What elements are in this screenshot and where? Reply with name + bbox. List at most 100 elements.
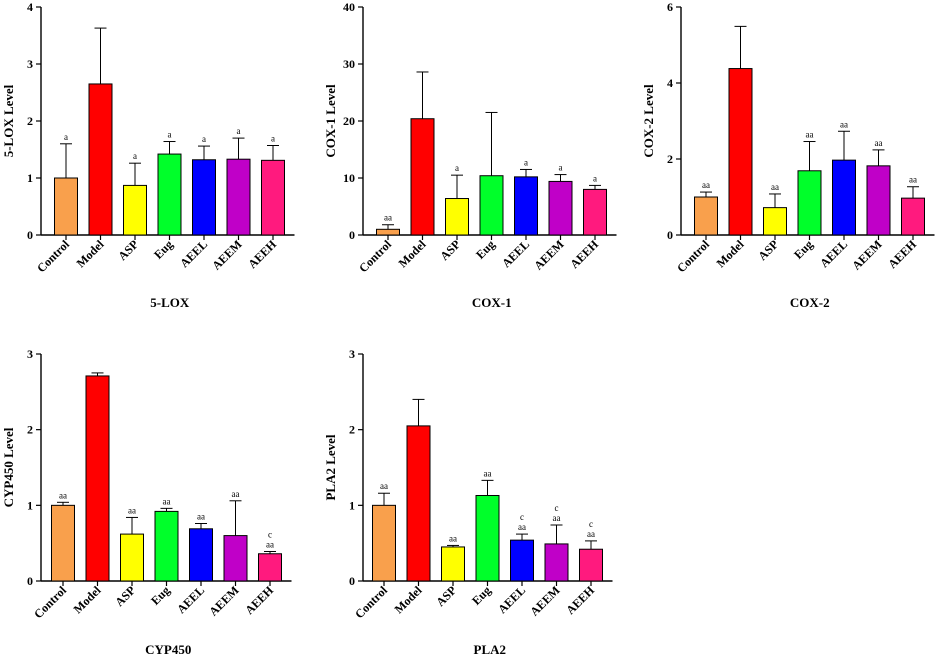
y-tick-label: 3 (349, 347, 355, 361)
significance-label: aa (771, 182, 779, 192)
y-tick-label: 1 (27, 171, 33, 185)
bar-control (372, 504, 396, 582)
significance-label: c (520, 512, 524, 522)
significance-label: aa (553, 513, 561, 523)
bar-model (85, 375, 110, 582)
y-axis-title: CYP450 Level (1, 427, 16, 507)
bar-eug (797, 170, 822, 236)
significance-label: a (559, 163, 563, 173)
significance-label: a (455, 163, 459, 173)
chart-title: 5-LOX (150, 295, 190, 310)
bar-aeel (514, 176, 538, 236)
x-category-label: AEEL (177, 237, 210, 270)
significance-label: c (555, 503, 559, 513)
bar-model (410, 118, 435, 236)
x-category-label: ASP (115, 237, 141, 263)
bar-eug (154, 510, 179, 582)
x-category-label: AEEH (242, 583, 276, 617)
chart-title: COX-2 (790, 295, 830, 310)
y-tick-label: 1 (349, 498, 355, 512)
significance-label: c (268, 529, 272, 539)
bar-asp (763, 207, 787, 236)
y-tick-label: 2 (349, 423, 355, 437)
significance-label: aa (840, 119, 848, 129)
x-category-label: AEEL (499, 237, 532, 270)
y-tick-label: 0 (349, 228, 355, 242)
bar-asp (123, 184, 147, 236)
bar-eug (157, 153, 182, 236)
bar-aeem (223, 535, 248, 582)
x-category-label: ASP (433, 583, 459, 609)
x-category-label: AEEL (817, 237, 850, 270)
y-tick-label: 4 (667, 76, 673, 90)
significance-label: a (524, 157, 528, 167)
bar-control (694, 196, 718, 236)
x-category-label: AEEM (531, 237, 566, 272)
y-tick-label: 2 (27, 114, 33, 128)
x-category-label: Eug (469, 583, 494, 608)
bar-model (728, 68, 753, 236)
bar-asp (445, 198, 469, 236)
significance-label: aa (518, 522, 526, 532)
y-tick-label: 10 (343, 171, 355, 185)
significance-label: a (271, 134, 275, 144)
y-tick-label: 0 (667, 228, 673, 242)
significance-label: aa (59, 490, 67, 500)
x-category-label: Model (392, 583, 425, 616)
x-category-label: Eug (148, 583, 173, 608)
x-category-label: Eug (473, 237, 498, 262)
y-axis-title: COX-1 Level (323, 84, 338, 158)
significance-label: aa (128, 505, 136, 515)
bar-aeeh (583, 188, 607, 236)
significance-label: aa (909, 175, 917, 185)
significance-label: a (202, 134, 206, 144)
x-category-label: Model (714, 237, 747, 270)
y-tick-label: 3 (27, 57, 33, 71)
bar-aeem (544, 543, 569, 582)
bar-aeeh (261, 159, 285, 236)
bar-aeem (866, 165, 891, 236)
x-category-label: AEEL (174, 583, 207, 616)
x-category-label: Model (74, 237, 107, 270)
y-tick-label: 3 (27, 347, 33, 361)
bar-model (88, 83, 113, 236)
bar-aeeh (258, 553, 282, 582)
significance-label: c (589, 519, 593, 529)
significance-label: aa (806, 130, 814, 140)
x-category-label: Model (396, 237, 429, 270)
significance-label: aa (384, 213, 392, 223)
x-category-label: AEEM (849, 237, 884, 272)
significance-label: aa (380, 481, 388, 491)
chart-title: PLA2 (474, 642, 507, 657)
y-tick-label: 2 (667, 152, 673, 166)
y-axis-title: COX-2 Level (641, 84, 656, 158)
significance-label: aa (163, 496, 171, 506)
bar-control (376, 228, 400, 236)
significance-label: aa (702, 180, 710, 190)
chart-panel-5-lox: 0 1 2 3 4 5-LOX Level Control a Model ASP a Eug a AEE… (1, 0, 295, 310)
x-category-label: AEEM (527, 583, 562, 618)
bar-aeeh (901, 197, 925, 236)
x-category-label: Control (674, 237, 712, 275)
significance-label: aa (484, 468, 492, 478)
significance-label: aa (875, 138, 883, 148)
bar-aeel (832, 159, 856, 236)
bar-asp (120, 533, 144, 582)
bar-asp (441, 546, 465, 582)
significance-label: a (168, 130, 172, 140)
x-category-label: AEEL (495, 583, 528, 616)
y-axis-title: 5-LOX Level (1, 84, 16, 157)
chart-panel-cox-2: 0 2 4 6 COX-2 Level Control aa Model ASP aa Eug aa A… (641, 0, 935, 310)
significance-label: aa (197, 511, 205, 521)
y-tick-label: 6 (667, 0, 673, 14)
x-category-label: Eug (151, 237, 176, 262)
y-tick-label: 30 (343, 57, 355, 71)
significance-label: aa (587, 529, 595, 539)
significance-label: aa (232, 489, 240, 499)
significance-label: aa (449, 533, 457, 543)
bar-control (51, 504, 75, 582)
y-tick-label: 4 (27, 0, 33, 14)
x-category-label: AEEH (245, 237, 279, 271)
y-axis-title: PLA2 Level (323, 434, 338, 500)
